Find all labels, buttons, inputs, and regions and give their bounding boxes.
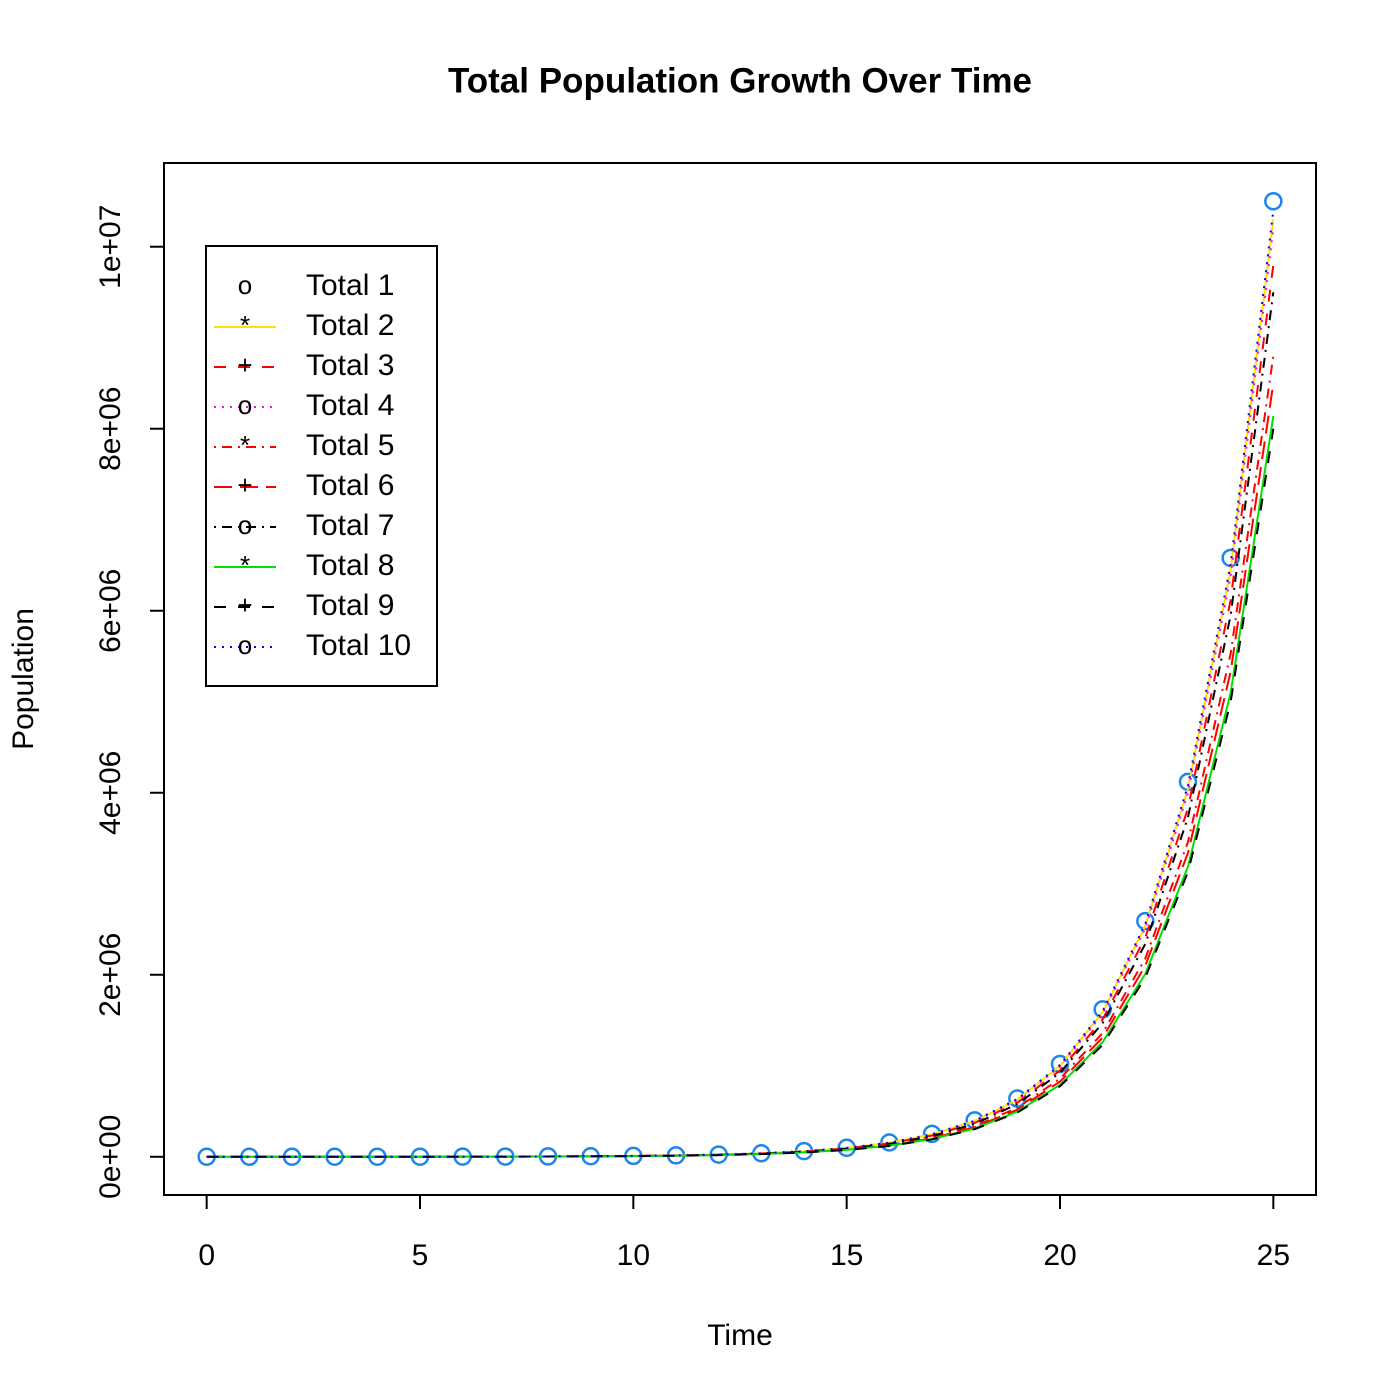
legend-label: Total 5 [306, 429, 394, 462]
legend-marker: * [240, 550, 250, 580]
y-tick-label: 0e+00 [94, 1115, 127, 1199]
legend-marker: + [237, 350, 252, 380]
x-tick-label: 15 [830, 1239, 863, 1272]
legend-marker: + [237, 590, 252, 620]
legend-label: Total 3 [306, 349, 394, 382]
legend-label: Total 8 [306, 549, 394, 582]
legend-marker: o [238, 630, 252, 660]
x-tick-label: 0 [198, 1239, 215, 1272]
legend-marker: + [237, 470, 252, 500]
legend-label: Total 9 [306, 589, 394, 622]
y-tick-label: 8e+06 [94, 387, 127, 471]
y-tick-label: 1e+07 [94, 205, 127, 289]
legend-marker: * [240, 430, 250, 460]
y-tick-label: 6e+06 [94, 569, 127, 653]
x-tick-label: 10 [617, 1239, 650, 1272]
legend-marker: o [238, 510, 252, 540]
y-tick-label: 2e+06 [94, 933, 127, 1017]
legend-marker: * [240, 310, 250, 340]
legend-label: Total 4 [306, 389, 394, 422]
data-point [1136, 911, 1155, 931]
series-line [206, 210, 1275, 1158]
legend-label: Total 10 [306, 629, 411, 662]
x-axis-label: Time [707, 1319, 773, 1352]
chart-title: Total Population Growth Over Time [448, 61, 1032, 100]
legend-marker: o [238, 270, 252, 300]
legend-label: Total 1 [306, 269, 394, 302]
x-tick-label: 20 [1043, 1239, 1076, 1272]
x-tick-label: 5 [412, 1239, 429, 1272]
x-tick-label: 25 [1257, 1239, 1290, 1272]
legend-label: Total 6 [306, 469, 394, 502]
data-point [880, 1133, 899, 1152]
y-tick-label: 4e+06 [94, 751, 127, 835]
legend-box [205, 245, 438, 687]
y-axis-label: Population [7, 608, 40, 750]
data-point [1050, 1054, 1070, 1074]
data-point [1264, 191, 1283, 211]
legend-marker: o [238, 390, 252, 420]
legend-label: Total 2 [306, 309, 394, 342]
legend-label: Total 7 [306, 509, 394, 542]
